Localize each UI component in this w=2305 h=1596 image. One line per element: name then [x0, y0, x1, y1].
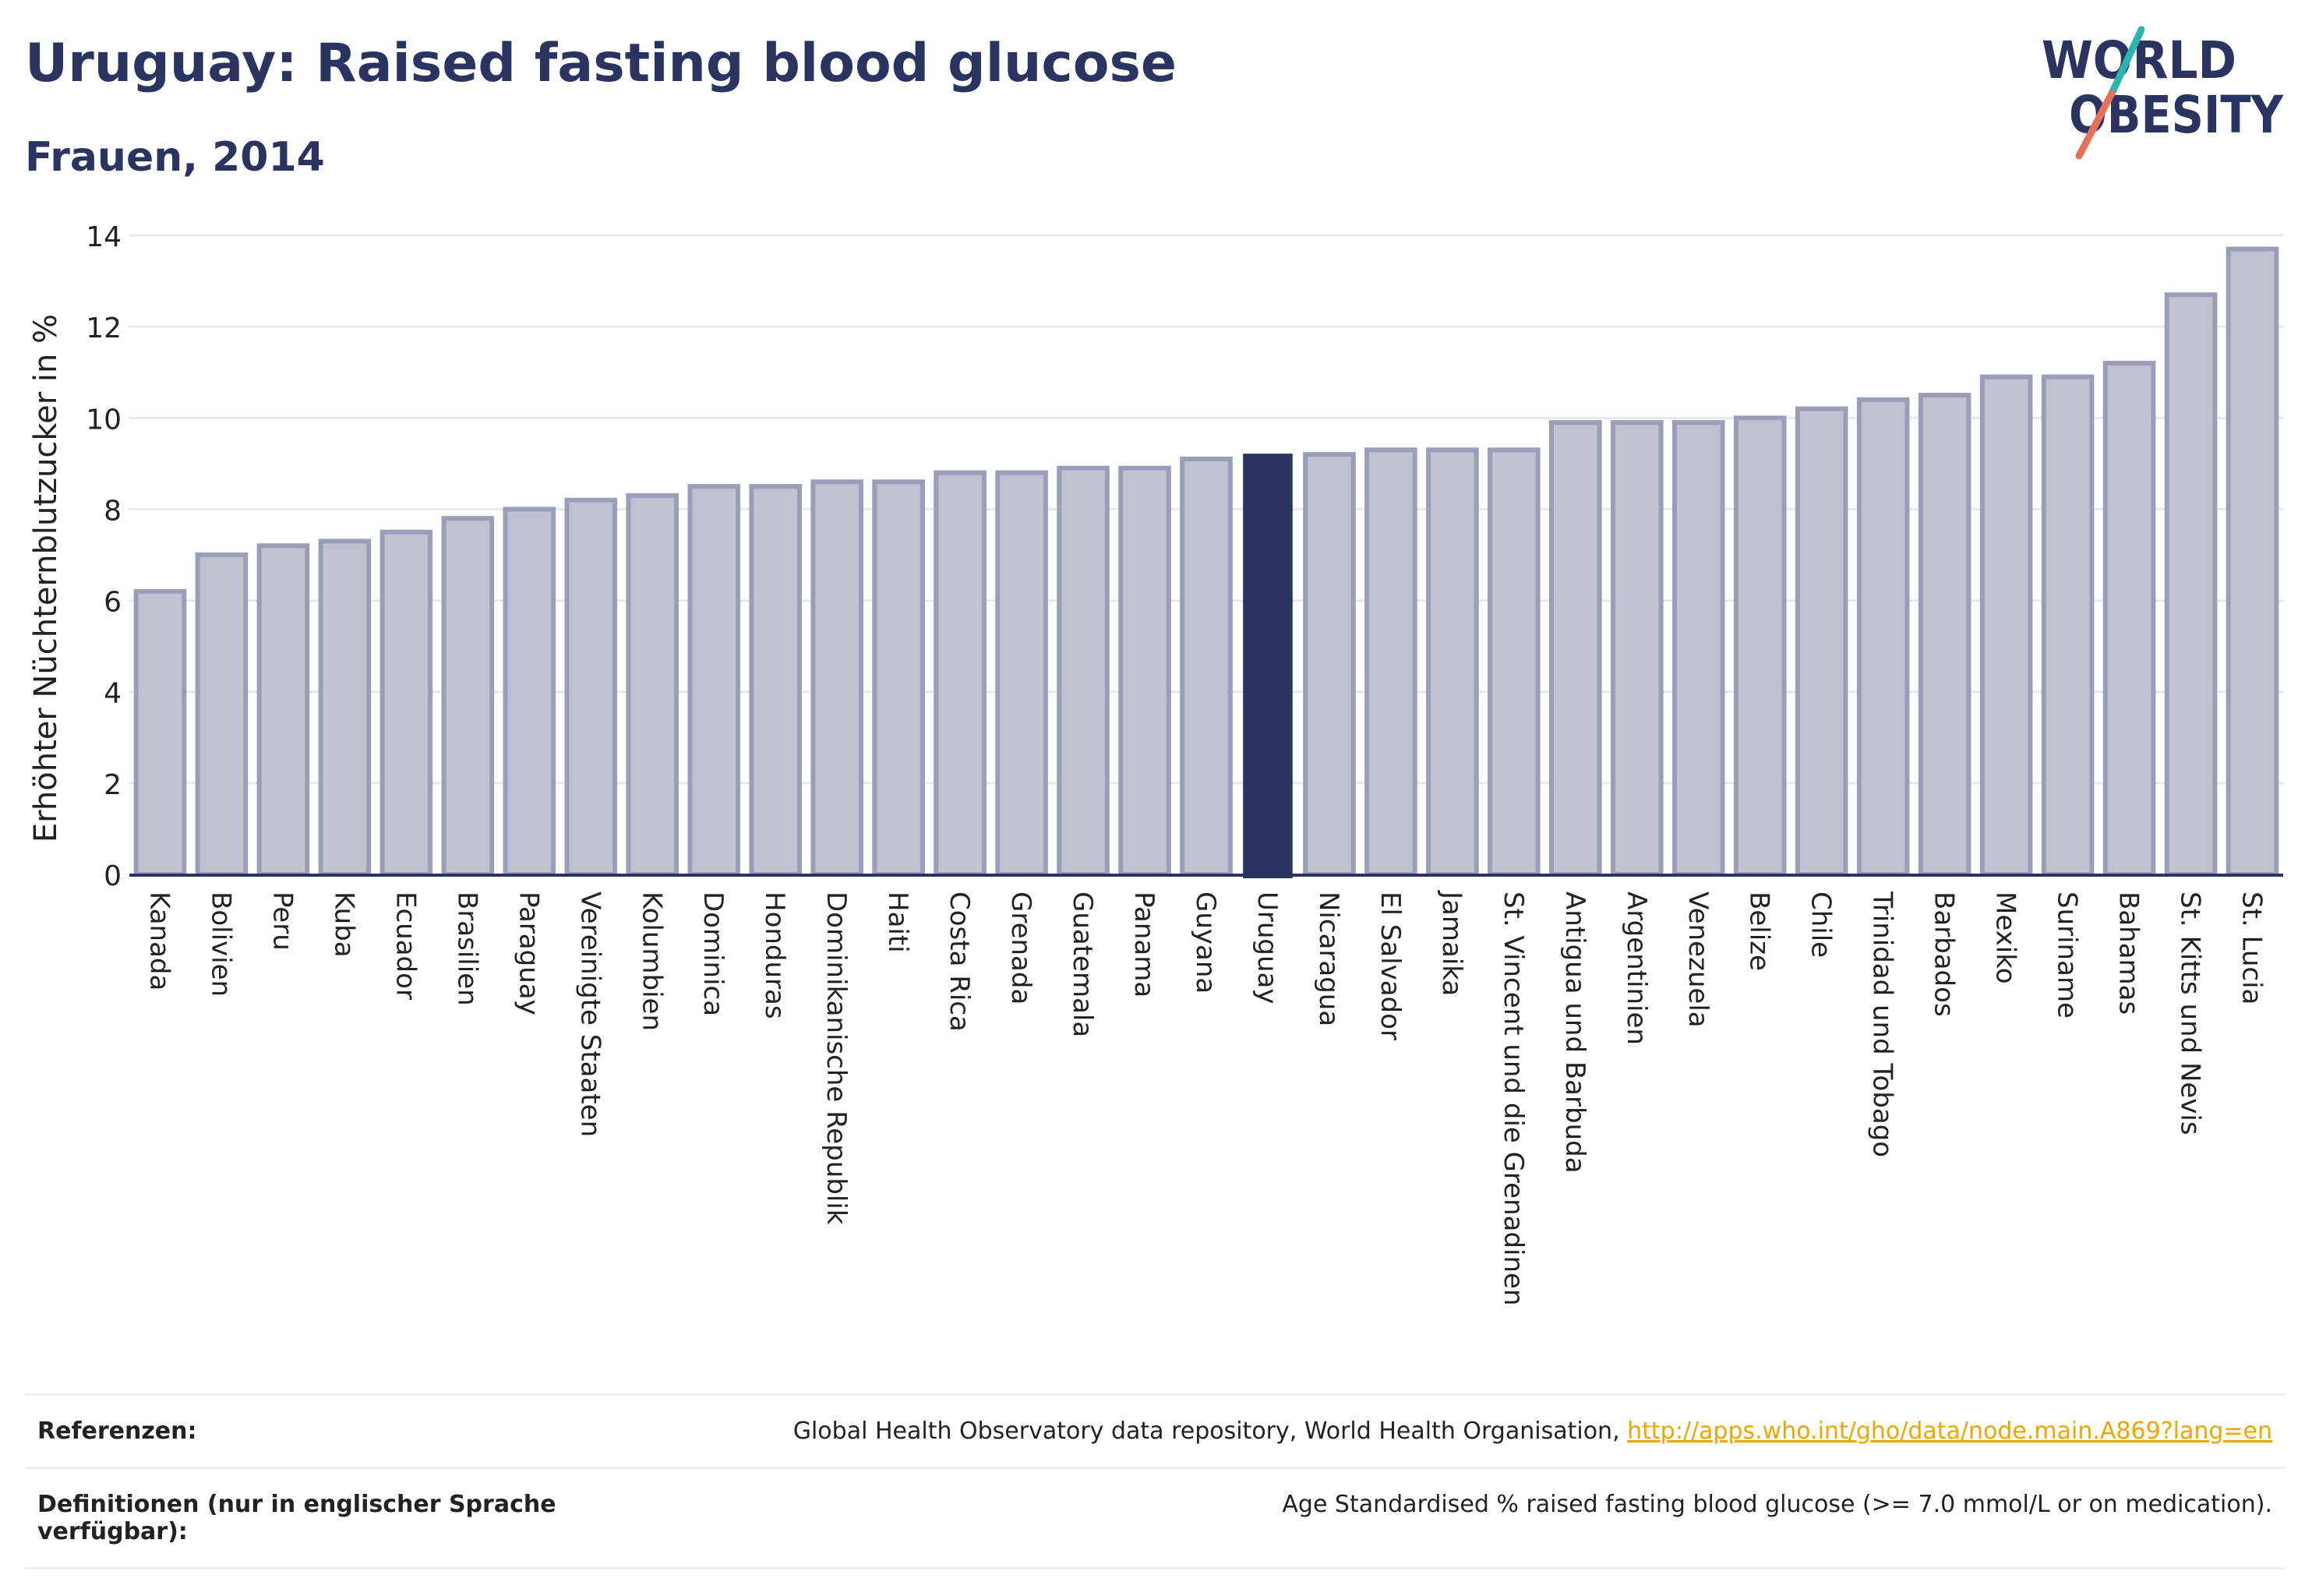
- x-tick-label: Dominica: [697, 892, 729, 1016]
- bar[interactable]: [1733, 415, 1787, 877]
- bar[interactable]: [934, 470, 987, 877]
- bar[interactable]: [1426, 447, 1479, 877]
- bar[interactable]: [1671, 420, 1725, 877]
- bar[interactable]: [2102, 361, 2156, 877]
- x-tick-label: Guatemala: [1067, 892, 1098, 1037]
- references-row: Referenzen: Global Health Observatory da…: [25, 1394, 2285, 1468]
- bar[interactable]: [1918, 393, 1971, 877]
- x-tick-label: Venezuela: [1682, 892, 1714, 1028]
- footer-table: Referenzen: Global Health Observatory da…: [25, 1393, 2285, 1570]
- x-tick-label: Kuba: [328, 892, 359, 958]
- definitions-row: Definitionen (nur in englischer Sprache …: [25, 1467, 2285, 1569]
- chart-title: Uruguay: Raised fasting blood glucose: [25, 33, 1177, 94]
- x-tick-label: Jamaika: [1436, 890, 1467, 996]
- bar[interactable]: [1364, 447, 1417, 877]
- x-tick-label: Paraguay: [513, 892, 544, 1015]
- bar[interactable]: [687, 484, 741, 877]
- bar[interactable]: [1549, 420, 1602, 877]
- x-tick-label: Brasilien: [451, 892, 482, 1006]
- x-tick-label: Guyana: [1190, 892, 1221, 994]
- logo-slash-lower: [2075, 90, 2116, 160]
- bar-chart: 0 2 4 6 8 10 12 14 Kanada Bolivien Peru Kuba Ecuado…: [28, 221, 2283, 1306]
- y-tick-label: 12: [86, 312, 122, 344]
- bar[interactable]: [1856, 397, 1910, 877]
- logo-line-2: OBESITY: [2069, 85, 2284, 145]
- bar[interactable]: [995, 470, 1048, 877]
- x-tick-label: Haiti: [882, 892, 913, 953]
- y-axis-label: Erhöhter Nüchternblutzucker in %: [28, 314, 64, 842]
- bar[interactable]: [195, 553, 249, 877]
- bar[interactable]: [810, 479, 863, 877]
- x-axis-labels: Kanada Bolivien Peru Kuba Ecuador Brasilien Pa…: [143, 890, 2267, 1306]
- bar[interactable]: [1979, 374, 2033, 877]
- references-link[interactable]: http://apps.who.int/gho/data/node.main.A…: [1627, 1418, 2272, 1445]
- references-value: Global Health Observatory data repositor…: [595, 1395, 2285, 1468]
- bar[interactable]: [2164, 292, 2218, 877]
- x-tick-label: Kanada: [143, 892, 175, 990]
- bar[interactable]: [749, 484, 802, 877]
- bar[interactable]: [1118, 465, 1171, 877]
- x-tick-label: Trinidad und Tobago: [1867, 891, 1898, 1157]
- x-tick-label: Nicaragua: [1313, 892, 1344, 1026]
- bar[interactable]: [626, 493, 679, 877]
- x-tick-label: Grenada: [1005, 892, 1036, 1005]
- definitions-value: Age Standardised % raised fasting blood …: [1282, 1491, 2272, 1518]
- definitions-label: Definitionen (nur in englischer Sprache …: [37, 1491, 556, 1545]
- x-tick-label: Antigua und Barbuda: [1559, 892, 1590, 1174]
- x-tick-label: St. Vincent und die Grenadinen: [1498, 892, 1529, 1306]
- bar[interactable]: [1303, 452, 1356, 877]
- bar[interactable]: [1795, 406, 1848, 877]
- bar[interactable]: [318, 538, 372, 877]
- references-text: Global Health Observatory data repositor…: [792, 1418, 1628, 1445]
- bar[interactable]: [564, 497, 618, 877]
- bar[interactable]: [379, 529, 433, 877]
- chart-subtitle: Frauen, 2014: [25, 134, 325, 181]
- logo-slash-upper: [2108, 26, 2145, 97]
- y-tick-label: 0: [104, 860, 122, 892]
- x-tick-label: Dominikanische Republik: [821, 892, 852, 1225]
- bar[interactable]: [503, 507, 556, 877]
- x-tick-label: Argentinien: [1621, 892, 1652, 1045]
- x-tick-label: Uruguay: [1251, 892, 1283, 1005]
- bar[interactable]: [872, 479, 925, 877]
- y-tick-label: 14: [86, 221, 122, 253]
- bar[interactable]: [441, 516, 495, 877]
- x-tick-label: Peru: [267, 892, 298, 951]
- x-tick-label: Costa Rica: [944, 892, 975, 1032]
- bar[interactable]: [256, 543, 310, 877]
- x-tick-label: St. Lucia: [2236, 892, 2268, 1005]
- bar[interactable]: [1611, 420, 1664, 877]
- x-tick-label: Ecuador: [390, 892, 421, 1000]
- y-tick-label: 8: [104, 495, 122, 527]
- bar[interactable]: [2226, 246, 2279, 877]
- x-tick-label: Mexiko: [1990, 892, 2021, 984]
- bar[interactable]: [1180, 457, 1233, 877]
- bar[interactable]: [1057, 465, 1110, 877]
- bar[interactable]: [2041, 374, 2095, 877]
- x-tick-label: Suriname: [2052, 892, 2083, 1019]
- x-tick-label: Belize: [1744, 892, 1775, 971]
- bar[interactable]: [1488, 447, 1541, 877]
- references-label: Referenzen:: [37, 1418, 197, 1445]
- bars: [133, 246, 2279, 878]
- x-tick-label: Kolumbien: [636, 892, 667, 1031]
- y-axis-ticks: 0 2 4 6 8 10 12 14: [86, 221, 122, 892]
- y-tick-label: 2: [104, 769, 122, 801]
- x-tick-label: Bahamas: [2113, 892, 2144, 1015]
- x-tick-label: Panama: [1128, 892, 1160, 998]
- y-tick-label: 4: [104, 678, 122, 710]
- x-tick-label: El Salvador: [1375, 892, 1406, 1040]
- x-tick-label: Bolivien: [205, 892, 236, 997]
- bar[interactable]: [133, 588, 187, 877]
- x-tick-label: Honduras: [759, 892, 790, 1019]
- y-tick-label: 10: [86, 404, 122, 436]
- x-tick-label: Chile: [1806, 892, 1837, 958]
- x-tick-label: Vereinigte Staaten: [574, 892, 605, 1137]
- bar-highlight[interactable]: [1243, 454, 1293, 878]
- x-tick-label: Barbados: [1929, 892, 1960, 1017]
- world-obesity-logo: WORLD OBESITY: [2042, 26, 2284, 160]
- x-tick-label: St. Kitts und Nevis: [2175, 892, 2206, 1135]
- y-tick-label: 6: [104, 587, 122, 619]
